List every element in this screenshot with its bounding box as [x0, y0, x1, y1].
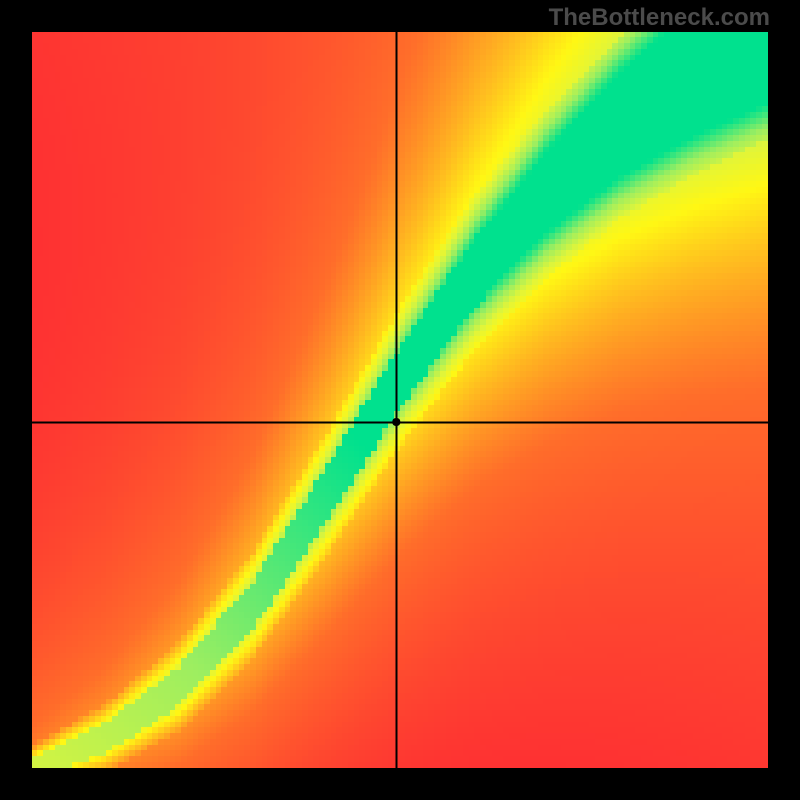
watermark-text: TheBottleneck.com — [549, 4, 770, 32]
chart-container: TheBottleneck.com — [0, 0, 800, 800]
bottleneck-heatmap — [32, 32, 768, 768]
